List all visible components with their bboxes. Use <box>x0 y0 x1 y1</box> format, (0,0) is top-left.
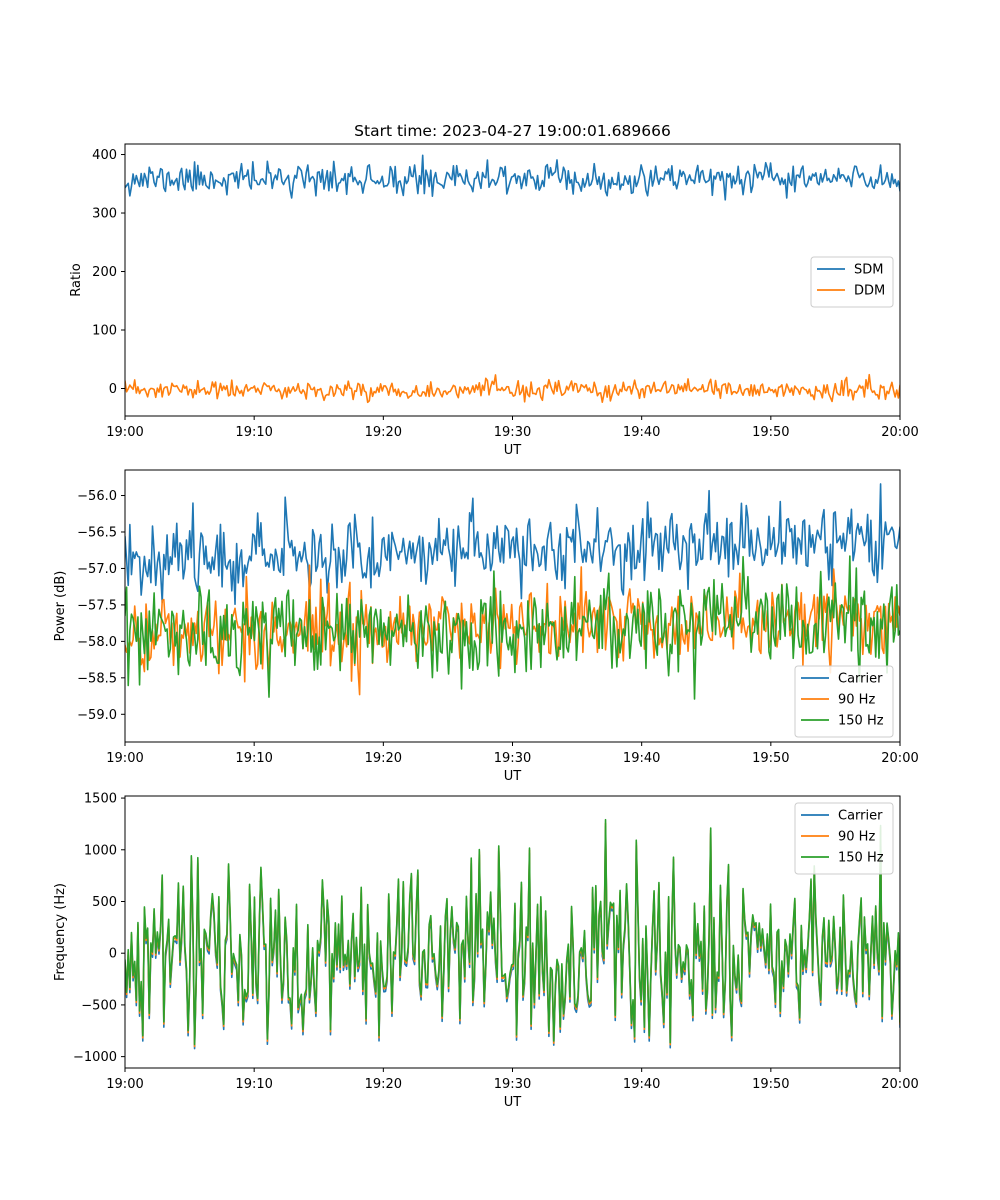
power-y-tick-label: −56.5 <box>77 525 117 540</box>
power-x-tick-label: 19:40 <box>623 751 660 766</box>
frequency-legend-label: Carrier <box>838 809 883 824</box>
ratio-y-tick-label: 400 <box>92 148 117 163</box>
power-x-tick-label: 19:30 <box>494 751 531 766</box>
power-y-tick-label: −58.0 <box>77 635 117 650</box>
ratio-y-tick-label: 300 <box>92 207 117 222</box>
frequency-y-tick-label: 0 <box>109 947 117 962</box>
frequency-y-tick-label: 1500 <box>84 792 117 807</box>
frequency-plot-frame <box>124 795 901 1069</box>
power-series-carrier <box>125 483 900 606</box>
ratio-panel: 19:00 19:10 19:20 19:30 19:40 19:50 20:00 0 100 2… <box>69 122 919 458</box>
power-y-tick-label: −59.0 <box>77 708 117 723</box>
ratio-x-tick-label: 19:20 <box>365 425 402 440</box>
power-series-150-hz <box>125 555 900 700</box>
ratio-x-tick-label: 20:00 <box>881 425 918 440</box>
frequency-panel: 19:00 19:10 19:20 19:30 19:40 19:50 20:00 −1000… <box>53 792 919 1110</box>
power-x-tick-label: 19:50 <box>752 751 789 766</box>
ratio-x-tick-label: 19:10 <box>235 425 272 440</box>
power-legend: Carrier 90 Hz 150 Hz <box>794 665 894 738</box>
power-x-axis-label: UT <box>504 769 522 784</box>
frequency-legend: Carrier 90 Hz 150 Hz <box>794 802 894 875</box>
ratio-legend-label: SDM <box>854 263 883 278</box>
frequency-x-tick-label: 19:00 <box>106 1077 143 1092</box>
frequency-legend-label: 150 Hz <box>838 851 884 866</box>
frequency-y-tick-label: 500 <box>92 895 117 910</box>
ratio-x-tick-label: 19:00 <box>106 425 143 440</box>
power-y-tick-label: −57.0 <box>77 562 117 577</box>
power-series-group <box>125 483 900 700</box>
frequency-y-tick-label: 1000 <box>84 843 117 858</box>
power-legend-label: Carrier <box>838 672 883 687</box>
power-panel: 19:00 19:10 19:20 19:30 19:40 19:50 20:00 −56.0… <box>53 469 919 784</box>
ratio-y-tick-label: 100 <box>92 324 117 339</box>
ratio-series-sdm <box>125 154 900 201</box>
frequency-y-tick-label: −1000 <box>73 1050 117 1065</box>
frequency-series-90-hz <box>125 822 900 1048</box>
ratio-x-tick-label: 19:30 <box>494 425 531 440</box>
ratio-x-tick-label: 19:50 <box>752 425 789 440</box>
ratio-y-axis-label: Ratio <box>69 263 84 296</box>
frequency-series-150-hz <box>125 818 900 1046</box>
power-x-tick-label: 20:00 <box>881 751 918 766</box>
ratio-series-group <box>125 154 900 404</box>
power-legend-label: 150 Hz <box>838 714 884 729</box>
ratio-y-tick-label: 200 <box>92 265 117 280</box>
ratio-x-axis-label: UT <box>504 443 522 458</box>
power-y-axis-label: Power (dB) <box>53 571 68 642</box>
frequency-x-tick-label: 19:30 <box>494 1077 531 1092</box>
ratio-x-tick-label: 19:40 <box>623 425 660 440</box>
ratio-y-tick-label: 0 <box>109 382 117 397</box>
frequency-x-tick-label: 19:20 <box>365 1077 402 1092</box>
ratio-legend: SDM DDM <box>810 256 894 308</box>
frequency-series-group <box>125 818 900 1050</box>
frequency-x-tick-label: 19:10 <box>235 1077 272 1092</box>
power-x-tick-label: 19:10 <box>235 751 272 766</box>
power-y-tick-label: −58.5 <box>77 671 117 686</box>
power-y-tick-label: −57.5 <box>77 598 117 613</box>
frequency-x-tick-label: 19:50 <box>752 1077 789 1092</box>
ratio-legend-label: DDM <box>854 284 885 299</box>
power-x-tick-label: 19:20 <box>365 751 402 766</box>
power-y-tick-label: −56.0 <box>77 489 117 504</box>
frequency-y-axis-label: Frequency (Hz) <box>53 883 68 981</box>
power-x-tick-label: 19:00 <box>106 751 143 766</box>
chart-title: Start time: 2023-04-27 19:00:01.689666 <box>354 122 671 140</box>
frequency-x-axis-label: UT <box>504 1095 522 1110</box>
frequency-legend-label: 90 Hz <box>838 830 875 845</box>
frequency-x-tick-label: 20:00 <box>881 1077 918 1092</box>
frequency-x-tick-label: 19:40 <box>623 1077 660 1092</box>
frequency-y-tick-label: −500 <box>81 998 117 1013</box>
frequency-series-carrier <box>125 825 900 1050</box>
ratio-series-ddm <box>125 373 900 404</box>
power-legend-label: 90 Hz <box>838 693 875 708</box>
